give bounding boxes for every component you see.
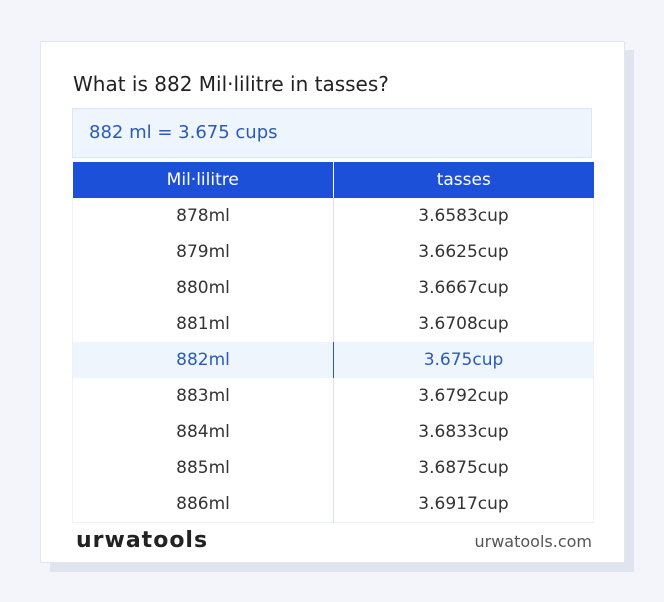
table-cell: 3.6875cup: [418, 458, 509, 478]
table-cell: 885ml: [72, 450, 334, 486]
table-cell: 884ml: [72, 414, 334, 450]
table-row: 883ml 3.6792cup: [72, 378, 594, 414]
table-row: 881ml 3.6708cup: [72, 306, 594, 342]
result: 882 ml = 3.675 cups: [72, 108, 592, 158]
logo[interactable]: urwatools: [76, 528, 209, 553]
table-cell: 3.6833cup: [418, 422, 509, 442]
header-cell: Mil·lilitre: [72, 162, 334, 198]
table-row: 885ml 3.6875cup: [72, 450, 594, 486]
table-cell: 879ml: [72, 234, 334, 270]
table-cell: 3.6667cup: [418, 278, 509, 298]
domain[interactable]: urwatools.com: [474, 532, 593, 551]
table-cell: 3.675cup: [333, 342, 594, 378]
table-row: 880ml 3.6667cup: [72, 270, 594, 306]
table-row: 884ml 3.6833cup: [72, 414, 594, 450]
table-row: 882ml 3.675cup: [72, 342, 594, 378]
header-row: Mil·lilitre tasses: [72, 162, 594, 198]
table-cell: 882ml: [72, 342, 334, 378]
table-cell: 3.6917cup: [418, 494, 509, 514]
table-cell: 3.6708cup: [418, 314, 509, 334]
table-cell: 3.6583cup: [418, 206, 509, 226]
table-row: 878ml 3.6583cup: [72, 198, 594, 234]
table-cell: 3.6792cup: [418, 386, 509, 406]
table-cell: 883ml: [72, 378, 334, 414]
header-cell: tasses: [333, 162, 594, 198]
conversion-table: Mil·lilitre tasses 878ml 3.6583cup 879ml 3.6…: [72, 162, 594, 523]
table-cell: 3.6625cup: [418, 242, 509, 262]
table-cell: 886ml: [72, 486, 334, 523]
table-cell: 878ml: [72, 198, 334, 234]
table-cell: 880ml: [72, 270, 334, 306]
title: What is 882 Mil·lilitre in tasses?: [73, 72, 389, 96]
table-cell: 881ml: [72, 306, 334, 342]
card: What is 882 Mil·lilitre in tasses? 882 m…: [40, 41, 625, 563]
table-row: 879ml 3.6625cup: [72, 234, 594, 270]
table-row: 886ml 3.6917cup: [72, 486, 594, 523]
